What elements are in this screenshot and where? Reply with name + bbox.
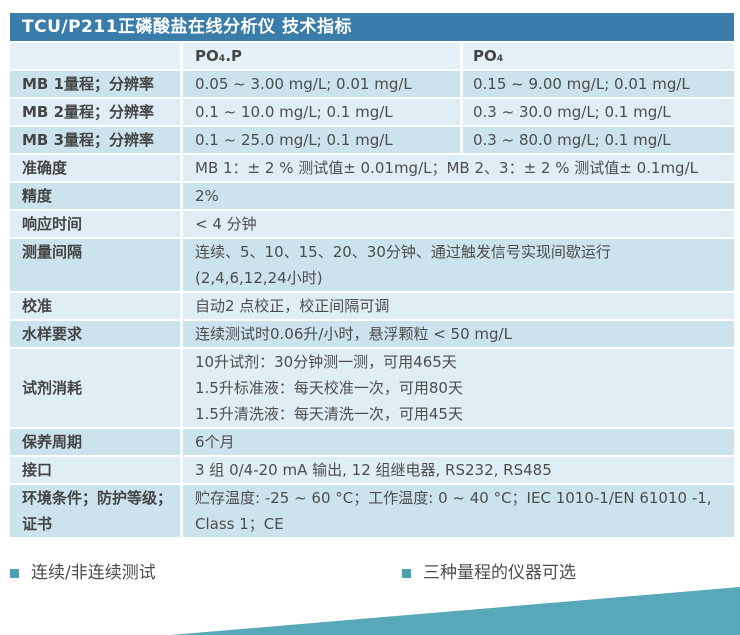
cell-value: 贮存温度: -25 ~ 60 °C；工作温度: 0 ~ 40 °C；IEC 10…: [183, 485, 734, 537]
cell-value: 自动2 点校正，校正间隔可调: [183, 293, 734, 319]
row-label: 校准: [10, 293, 180, 319]
table-row: 响应时间 < 4 分钟: [10, 211, 734, 237]
bullet-square-icon: [10, 569, 19, 578]
row-label: 精度: [10, 183, 180, 209]
cell-po4p: 0.1 ~ 10.0 mg/L; 0.1 mg/L: [183, 99, 460, 125]
value-line: 10升试剂：30分钟测一测，可用465天: [195, 353, 457, 371]
cell-po4: 0.3 ~ 30.0 mg/L; 0.1 mg/L: [463, 99, 734, 125]
bullet-square-icon: [402, 569, 411, 578]
cell-value: 6个月: [183, 429, 734, 455]
table-row: 试剂消耗 10升试剂：30分钟测一测，可用465天 1.5升标准液：每天校准一次…: [10, 349, 734, 427]
table-row: 精度 2%: [10, 183, 734, 209]
row-label: MB 2量程；分辨率: [10, 99, 180, 125]
row-label: 环境条件；防护等级；证书: [10, 485, 180, 537]
row-label: MB 3量程；分辨率: [10, 127, 180, 153]
table-row: MB 3量程；分辨率 0.1 ~ 25.0 mg/L; 0.1 mg/L 0.3…: [10, 127, 734, 153]
header-label-cell: [10, 43, 180, 69]
bullet-item: 连续/非连续测试: [10, 560, 156, 586]
value-line: 贮存温度: -25 ~ 60 °C；工作温度: 0 ~ 40 °C；IEC 10…: [195, 489, 712, 507]
cell-value: MB 1：± 2 % 测试值± 0.01mg/L；MB 2、3：± 2 % 测试…: [183, 155, 734, 181]
table-row: 测量间隔 连续、5、10、15、20、30分钟、通过触发信号实现间歇运行 (2,…: [10, 239, 734, 291]
value-line: 1.5升清洗液：每天清洗一次，可用45天: [195, 405, 463, 423]
value-line: 连续、5、10、15、20、30分钟、通过触发信号实现间歇运行: [195, 243, 611, 261]
bullet-item: 三种量程的仪器可选: [402, 560, 576, 586]
cell-value: 10升试剂：30分钟测一测，可用465天 1.5升标准液：每天校准一次，可用80…: [183, 349, 734, 427]
row-label: 保养周期: [10, 429, 180, 455]
cell-po4: 0.15 ~ 9.00 mg/L; 0.01 mg/L: [463, 71, 734, 97]
table-title-bar: TCU/P211正磷酸盐在线分析仪 技术指标: [10, 13, 734, 41]
cell-po4p: 0.1 ~ 25.0 mg/L; 0.1 mg/L: [183, 127, 460, 153]
spec-table: TCU/P211正磷酸盐在线分析仪 技术指标 PO₄.P PO₄ MB 1量程；…: [10, 13, 734, 537]
table-row: 保养周期 6个月: [10, 429, 734, 455]
column-header-po4p: PO₄.P: [183, 43, 460, 69]
value-line: 1.5升标准液：每天校准一次，可用80天: [195, 379, 463, 397]
cell-value: 2%: [183, 183, 734, 209]
cell-value: 连续、5、10、15、20、30分钟、通过触发信号实现间歇运行 (2,4,6,1…: [183, 239, 734, 291]
page-title: TCU/P211正磷酸盐在线分析仪 技术指标: [22, 17, 352, 37]
row-label: 水样要求: [10, 321, 180, 347]
feature-bullets: 连续/非连续测试 三种量程的仪器可选: [10, 560, 734, 588]
decorative-wedge: [170, 587, 740, 635]
cell-po4p: 0.05 ~ 3.00 mg/L; 0.01 mg/L: [183, 71, 460, 97]
row-label: 测量间隔: [10, 239, 180, 291]
cell-value: 连续测试时0.06升/小时，悬浮颗粒 < 50 mg/L: [183, 321, 734, 347]
row-label: 响应时间: [10, 211, 180, 237]
table-row: MB 1量程；分辨率 0.05 ~ 3.00 mg/L; 0.01 mg/L 0…: [10, 71, 734, 97]
bullet-label: 三种量程的仪器可选: [423, 563, 576, 583]
cell-value: 3 组 0/4-20 mA 输出, 12 组继电器, RS232, RS485: [183, 457, 734, 483]
table-row: 准确度 MB 1：± 2 % 测试值± 0.01mg/L；MB 2、3：± 2 …: [10, 155, 734, 181]
table-row: 接口 3 组 0/4-20 mA 输出, 12 组继电器, RS232, RS4…: [10, 457, 734, 483]
row-label: 接口: [10, 457, 180, 483]
table-row: 校准 自动2 点校正，校正间隔可调: [10, 293, 734, 319]
table-row: MB 2量程；分辨率 0.1 ~ 10.0 mg/L; 0.1 mg/L 0.3…: [10, 99, 734, 125]
cell-po4: 0.3 ~ 80.0 mg/L; 0.1 mg/L: [463, 127, 734, 153]
cell-value: < 4 分钟: [183, 211, 734, 237]
table-header-row: PO₄.P PO₄: [10, 43, 734, 69]
value-line: (2,4,6,12,24小时): [195, 269, 323, 287]
column-header-po4: PO₄: [463, 43, 734, 69]
value-line: Class 1；CE: [195, 515, 284, 533]
row-label: MB 1量程；分辨率: [10, 71, 180, 97]
row-label: 试剂消耗: [10, 349, 180, 427]
table-row: 水样要求 连续测试时0.06升/小时，悬浮颗粒 < 50 mg/L: [10, 321, 734, 347]
table-row: 环境条件；防护等级；证书 贮存温度: -25 ~ 60 °C；工作温度: 0 ~…: [10, 485, 734, 537]
bullet-label: 连续/非连续测试: [31, 563, 156, 583]
row-label: 准确度: [10, 155, 180, 181]
